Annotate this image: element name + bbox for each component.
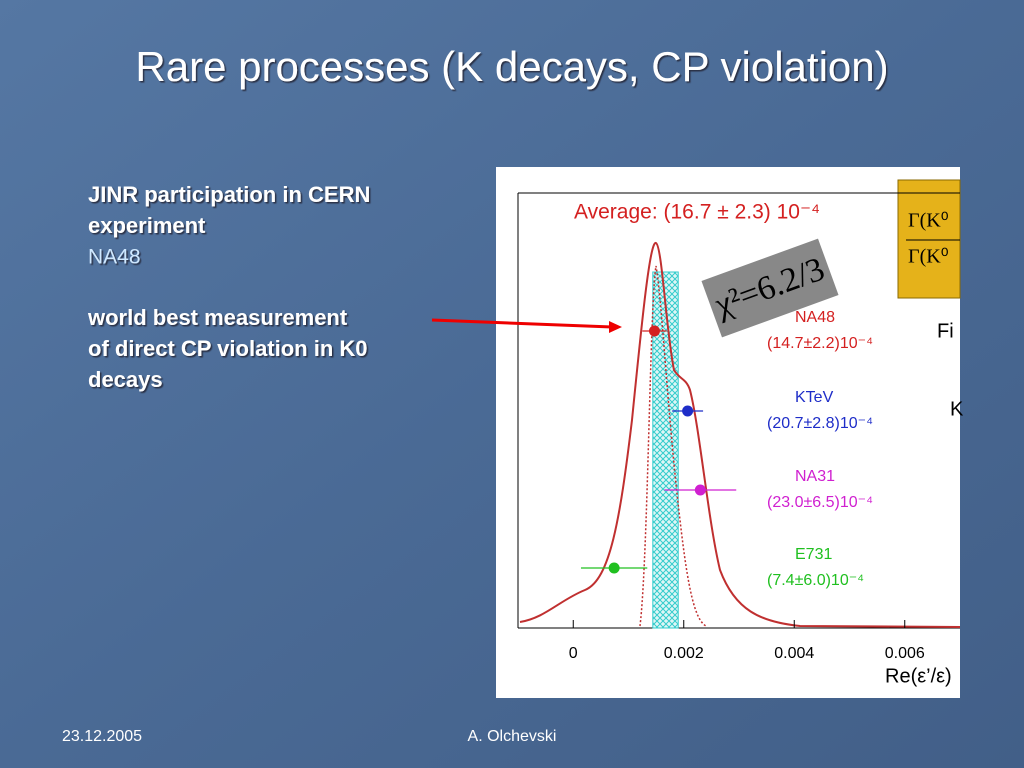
value-label: (7.4±6.0)10⁻⁴ <box>767 572 864 589</box>
figure-background <box>496 167 960 698</box>
data-point <box>694 484 706 496</box>
footer-date: 23.12.2005 <box>62 728 142 745</box>
highlight: NA48 <box>88 246 141 269</box>
figure: Γ(K⁰ Γ(K⁰ Fi K Average: (16.7 ± 2.3) 10⁻… <box>496 167 964 698</box>
value-label: (23.0±6.5)10⁻⁴ <box>767 494 873 511</box>
body-line: decays <box>88 367 163 392</box>
x-tick-label: 0 <box>569 645 578 662</box>
footer-author: A. Olchevski <box>468 728 557 745</box>
arrow <box>431 318 613 329</box>
x-axis-label: Re(ε’/ε) <box>885 665 952 687</box>
chart-title: Average: (16.7 ± 2.3) 10⁻⁴ <box>574 201 820 224</box>
experiment-name: KTeV <box>795 389 834 406</box>
x-tick-label: 0.002 <box>664 645 704 662</box>
text-line: JINR participation in CERN <box>88 182 370 207</box>
cutoff-text: K <box>950 398 964 420</box>
slide-title: Rare processes (K decays, CP violation) <box>135 43 888 90</box>
body-line: of direct CP violation in K0 <box>88 336 368 361</box>
experiment-name: NA48 <box>795 309 835 326</box>
data-point <box>608 562 620 574</box>
gaussian-curve <box>639 265 707 627</box>
average-band <box>652 271 679 629</box>
experiment-name: E731 <box>795 546 832 563</box>
body-line: world best measurement <box>87 305 348 330</box>
formula: Γ(K⁰ <box>908 210 949 232</box>
text-line: experiment <box>88 213 206 238</box>
x-tick-label: 0.006 <box>885 645 925 662</box>
x-tick-label: 0.004 <box>774 645 814 662</box>
data-point <box>648 325 660 337</box>
value-label: (20.7±2.8)10⁻⁴ <box>767 415 873 432</box>
chi2-background <box>701 238 839 338</box>
arrow-head <box>609 321 622 333</box>
data-point <box>682 405 694 417</box>
value-label: (14.7±2.2)10⁻⁴ <box>767 335 873 352</box>
formula-box <box>897 179 961 299</box>
cutoff-text: Fi <box>937 320 954 342</box>
experiment-name: NA31 <box>795 468 835 485</box>
formula: Γ(K⁰ <box>908 246 949 268</box>
